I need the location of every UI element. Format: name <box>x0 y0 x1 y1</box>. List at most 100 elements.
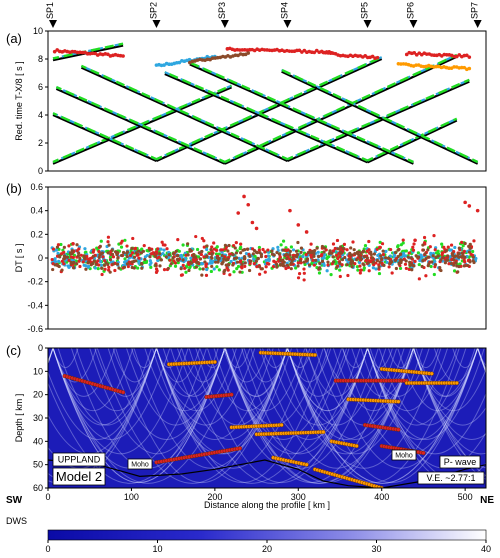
residual-point <box>276 245 280 249</box>
residual-point <box>452 258 456 262</box>
residual-point <box>231 253 235 257</box>
residual-point <box>380 242 385 246</box>
residual-point <box>140 247 144 251</box>
residual-point <box>250 220 255 225</box>
residual-point <box>125 254 129 259</box>
residual-point <box>381 252 386 257</box>
residual-point <box>371 266 375 270</box>
residual-point <box>364 258 368 263</box>
residual-point <box>452 269 457 273</box>
residual-point <box>217 268 221 272</box>
residual-point <box>169 262 173 266</box>
residual-point <box>315 246 319 250</box>
residual-point <box>143 255 147 259</box>
residual-point <box>168 258 172 262</box>
residual-point <box>62 254 67 258</box>
residual-point <box>367 269 371 273</box>
residual-point <box>421 243 425 247</box>
residual-point <box>106 240 110 244</box>
residual-point <box>62 250 66 254</box>
residual-point <box>119 245 124 249</box>
residual-point <box>126 264 130 269</box>
residual-point <box>351 240 355 244</box>
residual-point <box>122 260 127 264</box>
y-tick-label: 50 <box>33 460 43 470</box>
residual-point <box>184 270 188 274</box>
shot-point-marker <box>473 20 482 28</box>
residual-point <box>439 258 443 262</box>
residual-point <box>297 272 302 276</box>
residual-point <box>257 265 262 269</box>
residual-point <box>345 263 349 267</box>
residual-point <box>446 254 450 258</box>
residual-point <box>239 251 243 255</box>
late-phase-pick <box>375 55 380 60</box>
residual-point <box>99 263 103 267</box>
residual-point <box>56 251 60 255</box>
residual-point <box>378 245 382 249</box>
residual-point <box>463 255 467 259</box>
observed-branch <box>80 66 288 163</box>
residual-point <box>181 243 185 247</box>
calculated-branch <box>80 64 288 161</box>
ray-path <box>57 348 157 426</box>
residual-point <box>115 262 120 266</box>
residual-point <box>446 258 450 262</box>
residual-point <box>224 263 228 267</box>
residual-point <box>335 238 340 243</box>
ray-path <box>115 348 288 483</box>
residual-point <box>423 252 427 256</box>
reflector-point <box>212 359 217 365</box>
residual-point <box>204 273 209 277</box>
residual-point <box>242 257 246 261</box>
late-phase-pick <box>459 65 464 70</box>
residual-point <box>369 250 373 254</box>
residual-point <box>194 234 198 239</box>
residual-point <box>137 249 141 253</box>
shot-point-label: SP1 <box>45 2 55 19</box>
residual-point <box>433 248 437 252</box>
x-tick-label: 100 <box>124 492 139 502</box>
residual-point <box>353 252 357 256</box>
residual-point <box>248 262 252 266</box>
residual-point <box>166 266 170 271</box>
ray-path <box>130 348 157 369</box>
late-phase-pick <box>467 55 472 59</box>
shot-point-marker <box>283 20 292 28</box>
residual-point <box>97 255 101 260</box>
ray-path <box>48 348 157 440</box>
vertical-exaggeration-label-box <box>417 471 485 485</box>
residual-point <box>472 239 476 243</box>
residual-point <box>443 261 447 265</box>
residual-point <box>167 253 171 257</box>
ray-path <box>286 348 479 484</box>
residual-point <box>97 263 101 267</box>
colorbar-tick-label: 40 <box>481 544 491 553</box>
residual-point <box>239 242 243 246</box>
residual-point <box>212 267 216 271</box>
residual-point <box>396 255 400 259</box>
residual-point <box>410 268 414 272</box>
residual-point <box>411 245 415 249</box>
reflector-point <box>304 462 309 467</box>
y-tick-label: 8 <box>38 54 43 64</box>
residual-point <box>188 247 192 252</box>
residual-point <box>108 255 113 259</box>
ray-path <box>52 348 189 455</box>
ray-path <box>225 348 288 397</box>
residual-point <box>452 263 456 267</box>
residual-point <box>209 269 213 274</box>
residual-point <box>159 258 163 262</box>
panel-label-a: (a) <box>6 31 22 46</box>
late-phase-pick <box>412 51 417 55</box>
ray-path <box>155 348 311 469</box>
shot-point-marker <box>363 20 372 28</box>
residual-point <box>72 260 76 265</box>
y-tick-label: 4 <box>38 110 43 120</box>
residual-point <box>365 249 369 253</box>
ray-path <box>48 348 54 365</box>
y-tick-label: 0 <box>38 253 43 263</box>
residual-point <box>454 254 458 258</box>
ray-path <box>181 348 226 383</box>
residual-point <box>304 253 308 257</box>
